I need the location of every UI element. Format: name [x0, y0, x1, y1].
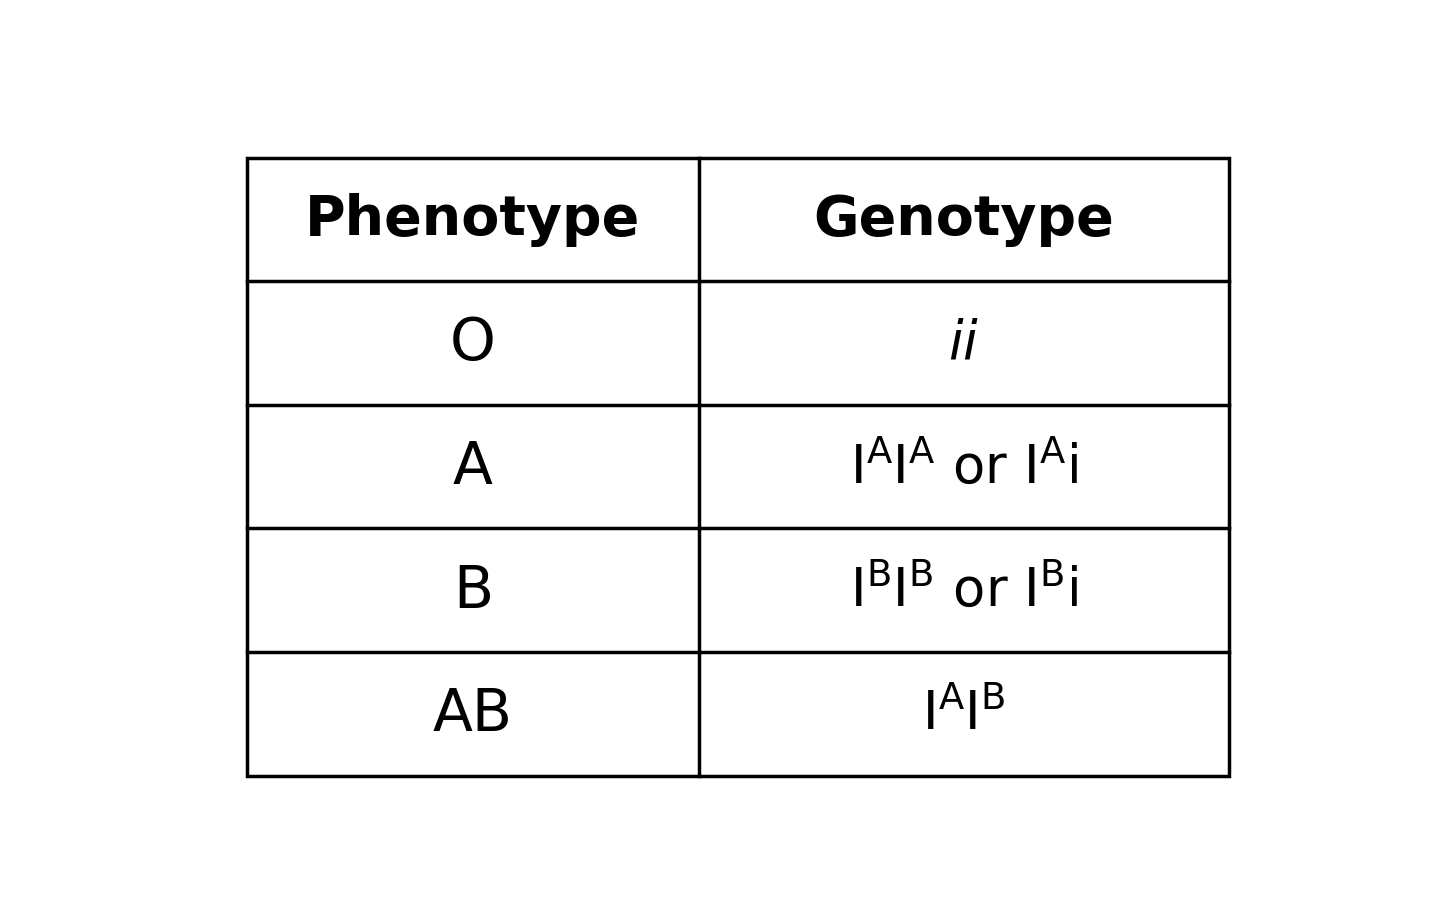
Text: $\mathregular{I}^{\mathregular{A}}\mathregular{I}^{\mathregular{B}}$: $\mathregular{I}^{\mathregular{A}}\mathr… [922, 688, 1005, 740]
Bar [248, 159, 1230, 775]
Text: A: A [454, 438, 492, 496]
Text: $\mathit{ii}$: $\mathit{ii}$ [949, 318, 979, 370]
Text: $\mathregular{I}^{\mathregular{A}}\mathregular{I}^{\mathregular{A}}\ \mathregula: $\mathregular{I}^{\mathregular{A}}\mathr… [850, 441, 1079, 493]
Text: Genotype: Genotype [814, 193, 1115, 247]
Text: O: O [449, 315, 495, 372]
Text: $\mathregular{I}^{\mathregular{B}}\mathregular{I}^{\mathregular{B}}\ \mathregula: $\mathregular{I}^{\mathregular{B}}\mathr… [850, 565, 1079, 617]
Text: AB: AB [433, 685, 513, 742]
Text: Phenotype: Phenotype [305, 193, 641, 247]
Text: B: B [452, 562, 492, 619]
